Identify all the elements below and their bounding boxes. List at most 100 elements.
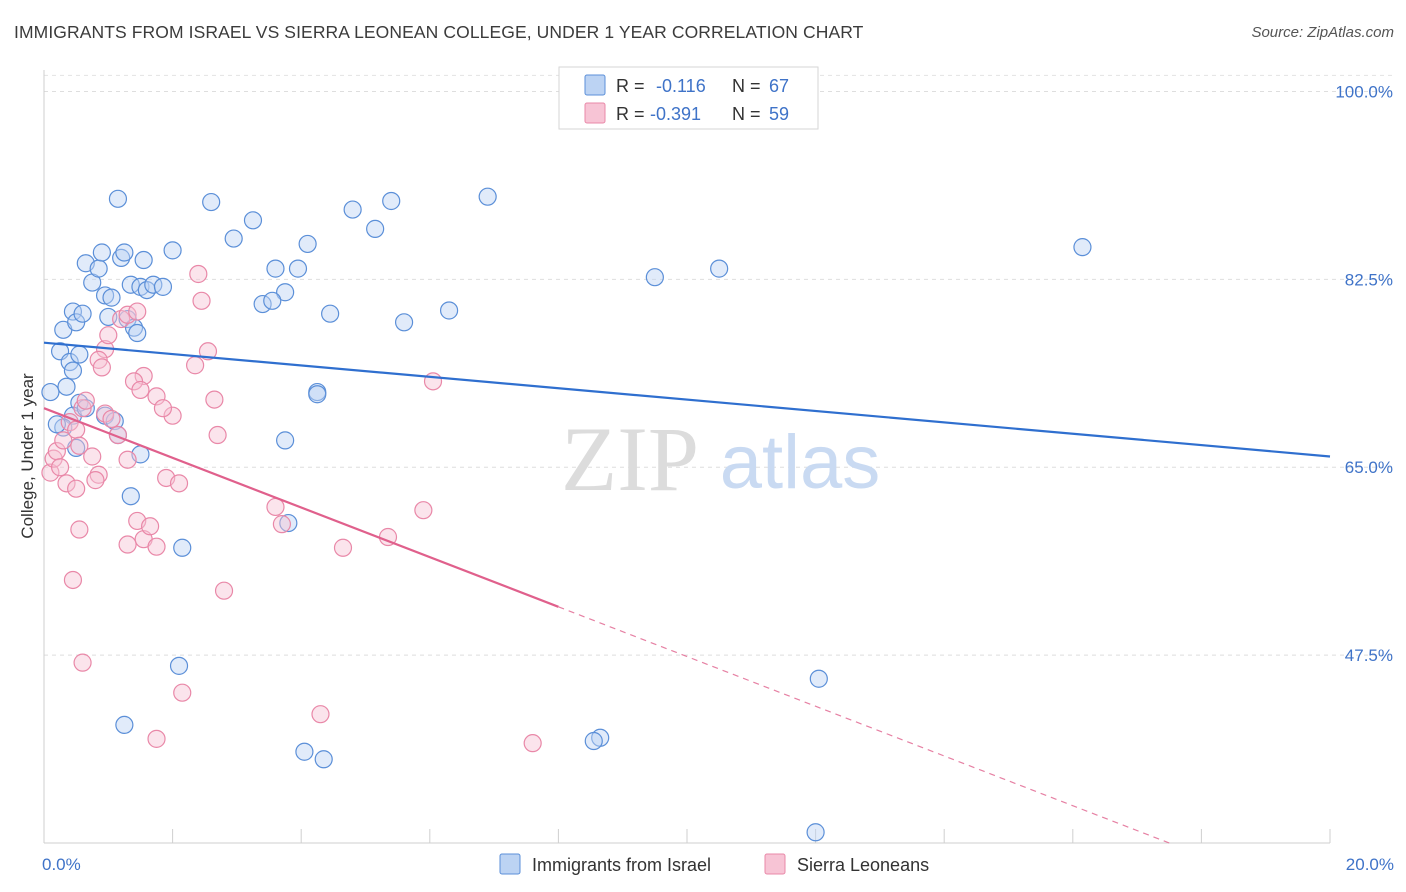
data-point [92,243,111,262]
data-point [266,259,285,278]
data-point [208,425,227,445]
watermark-zip: ZIP [561,408,699,510]
legend-swatch-blue [584,74,606,96]
y-tick-label: 100.0% [1335,82,1393,101]
data-point [314,750,333,769]
data-point [163,241,182,260]
data-point [147,387,166,406]
data-point [333,538,353,557]
data-point [70,345,89,364]
chart-title: IMMIGRANTS FROM ISRAEL VS SIERRA LEONEAN… [14,22,864,42]
data-point [1073,238,1092,257]
x-tick-labels: 0.0% 20.0% [42,855,1394,874]
grid-lines [44,74,1393,656]
data-point [394,313,414,332]
data-point [57,474,76,493]
data-point [311,705,330,724]
trend-line-solid [43,407,559,608]
data-point [169,656,189,675]
data-point [112,248,131,267]
data-point [279,513,298,533]
y-tick-labels: 100.0% 82.5% 65.0% 47.5% [1335,82,1393,665]
data-point [478,187,497,206]
data-point [128,323,147,343]
data-point [173,538,192,557]
data-point [118,305,137,324]
data-point [50,458,70,477]
data-point [224,229,243,248]
data-point [115,243,134,262]
data-point [115,715,134,735]
data-point [67,479,86,498]
data-point [214,581,234,600]
data-point [523,734,542,753]
data-point [806,823,825,842]
data-point [192,291,211,310]
data-point [243,211,263,230]
data-point [272,515,292,534]
data-point [263,291,282,310]
data-point [102,288,121,307]
data-point [105,411,124,431]
bottom-legend-label-2: Sierra Leoneans [797,855,929,875]
data-point [321,304,340,323]
data-point [198,342,218,361]
data-point [54,431,73,450]
series-sierra-leoneans [41,264,542,753]
data-point [102,409,121,429]
data-point [163,406,182,425]
data-point [276,431,295,450]
data-point [809,669,828,688]
data-point [99,326,118,345]
legend-n-label-2: N = [732,104,761,124]
data-point [584,731,603,751]
data-point [382,191,401,211]
data-point [92,358,111,377]
data-point [41,463,60,482]
bottom-legend-label-1: Immigrants from Israel [532,855,711,875]
data-point [343,200,362,219]
data-point [70,436,89,455]
data-point [89,259,108,278]
data-point [147,537,166,556]
trend-line-solid [43,341,1331,458]
x-tick-label: 0.0% [42,855,81,874]
data-point [147,729,166,748]
bottom-legend-swatch-pink [764,853,786,875]
data-point [189,264,208,284]
data-point [414,501,433,520]
data-point [86,471,105,490]
data-point [253,294,272,314]
data-point [153,399,173,418]
data-point [76,391,95,410]
data-point [439,301,459,320]
data-point [41,382,60,402]
data-point [73,304,92,323]
data-point [288,259,308,278]
legend-n-value-2: 59 [769,104,789,124]
bottom-legend: Immigrants from Israel Sierra Leoneans [499,853,929,875]
data-point [73,653,92,672]
data-point [63,361,83,380]
data-point [70,520,89,539]
data-point [295,742,314,761]
x-tick-label: 20.0% [1346,855,1394,874]
legend-r-value-1: -0.116 [656,76,706,96]
data-point [128,302,147,321]
data-point [134,366,153,386]
legend-r-value-2: -0.391 [650,104,701,124]
data-point [121,487,140,506]
data-point [140,517,160,536]
data-point [89,465,108,484]
data-point [423,372,443,391]
legend-n-label-1: N = [732,76,761,96]
series-immigrants-from-israel [41,187,1092,842]
data-point [153,277,173,296]
y-tick-label: 47.5% [1345,646,1393,665]
data-point [298,234,317,254]
legend-swatch-pink [584,102,606,124]
data-point [173,683,192,702]
axes [43,70,1331,844]
data-point [57,377,76,396]
